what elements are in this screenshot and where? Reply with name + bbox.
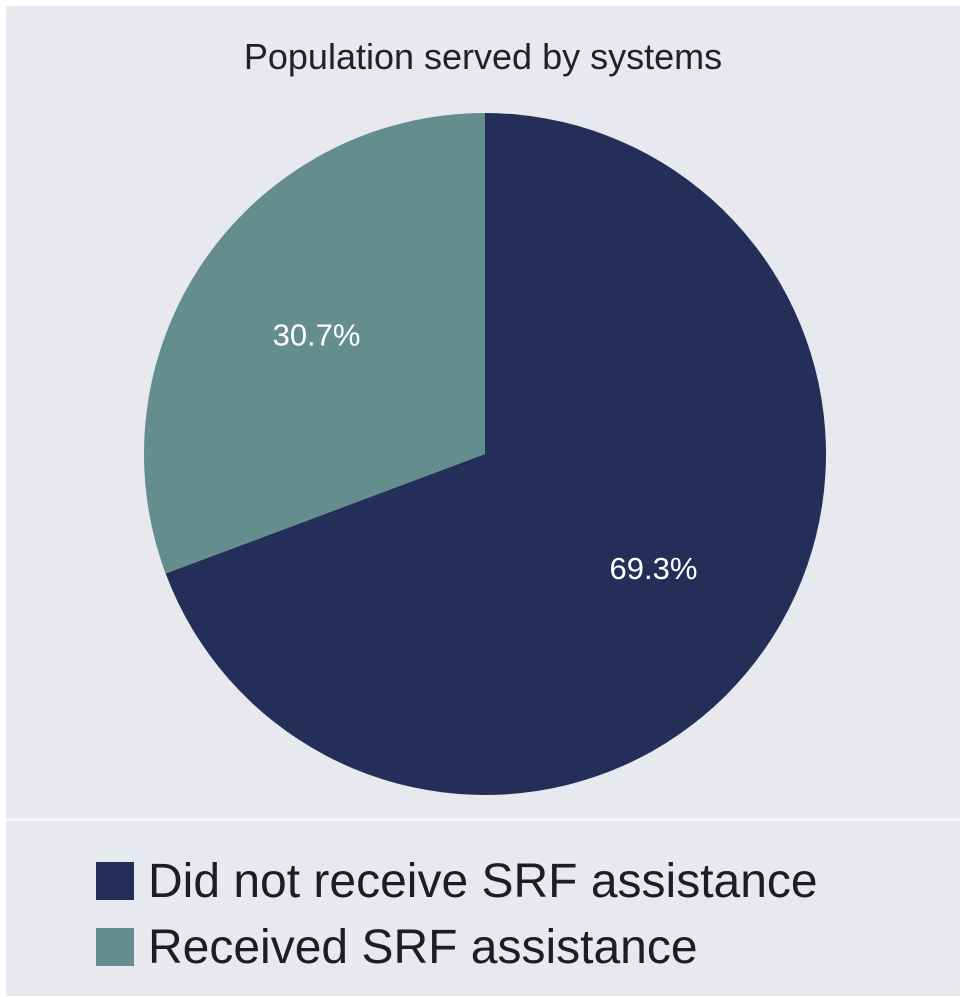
pie-slice-1 [144, 113, 485, 574]
legend-label-received: Received SRF assistance [148, 920, 698, 974]
pie-slice-0 [165, 113, 827, 795]
legend-swatch-received [96, 928, 134, 966]
legend-label-did-not-receive: Did not receive SRF assistance [148, 854, 818, 908]
legend-swatch-did-not-receive [96, 862, 134, 900]
legend-item-did-not-receive: Did not receive SRF assistance [96, 848, 818, 914]
chart-panel: Population served by systems 69.3% 30.7% … [6, 6, 960, 996]
pie-slice-label-1: 30.7% [273, 317, 361, 352]
pie-chart: 69.3% 30.7% [144, 113, 827, 795]
legend-item-received: Received SRF assistance [96, 914, 818, 980]
pie-slice-label-0: 69.3% [610, 551, 698, 586]
chart-title: Population served by systems [243, 36, 723, 77]
legend: Did not receive SRF assistance Received … [96, 848, 818, 980]
legend-divider [6, 818, 960, 821]
